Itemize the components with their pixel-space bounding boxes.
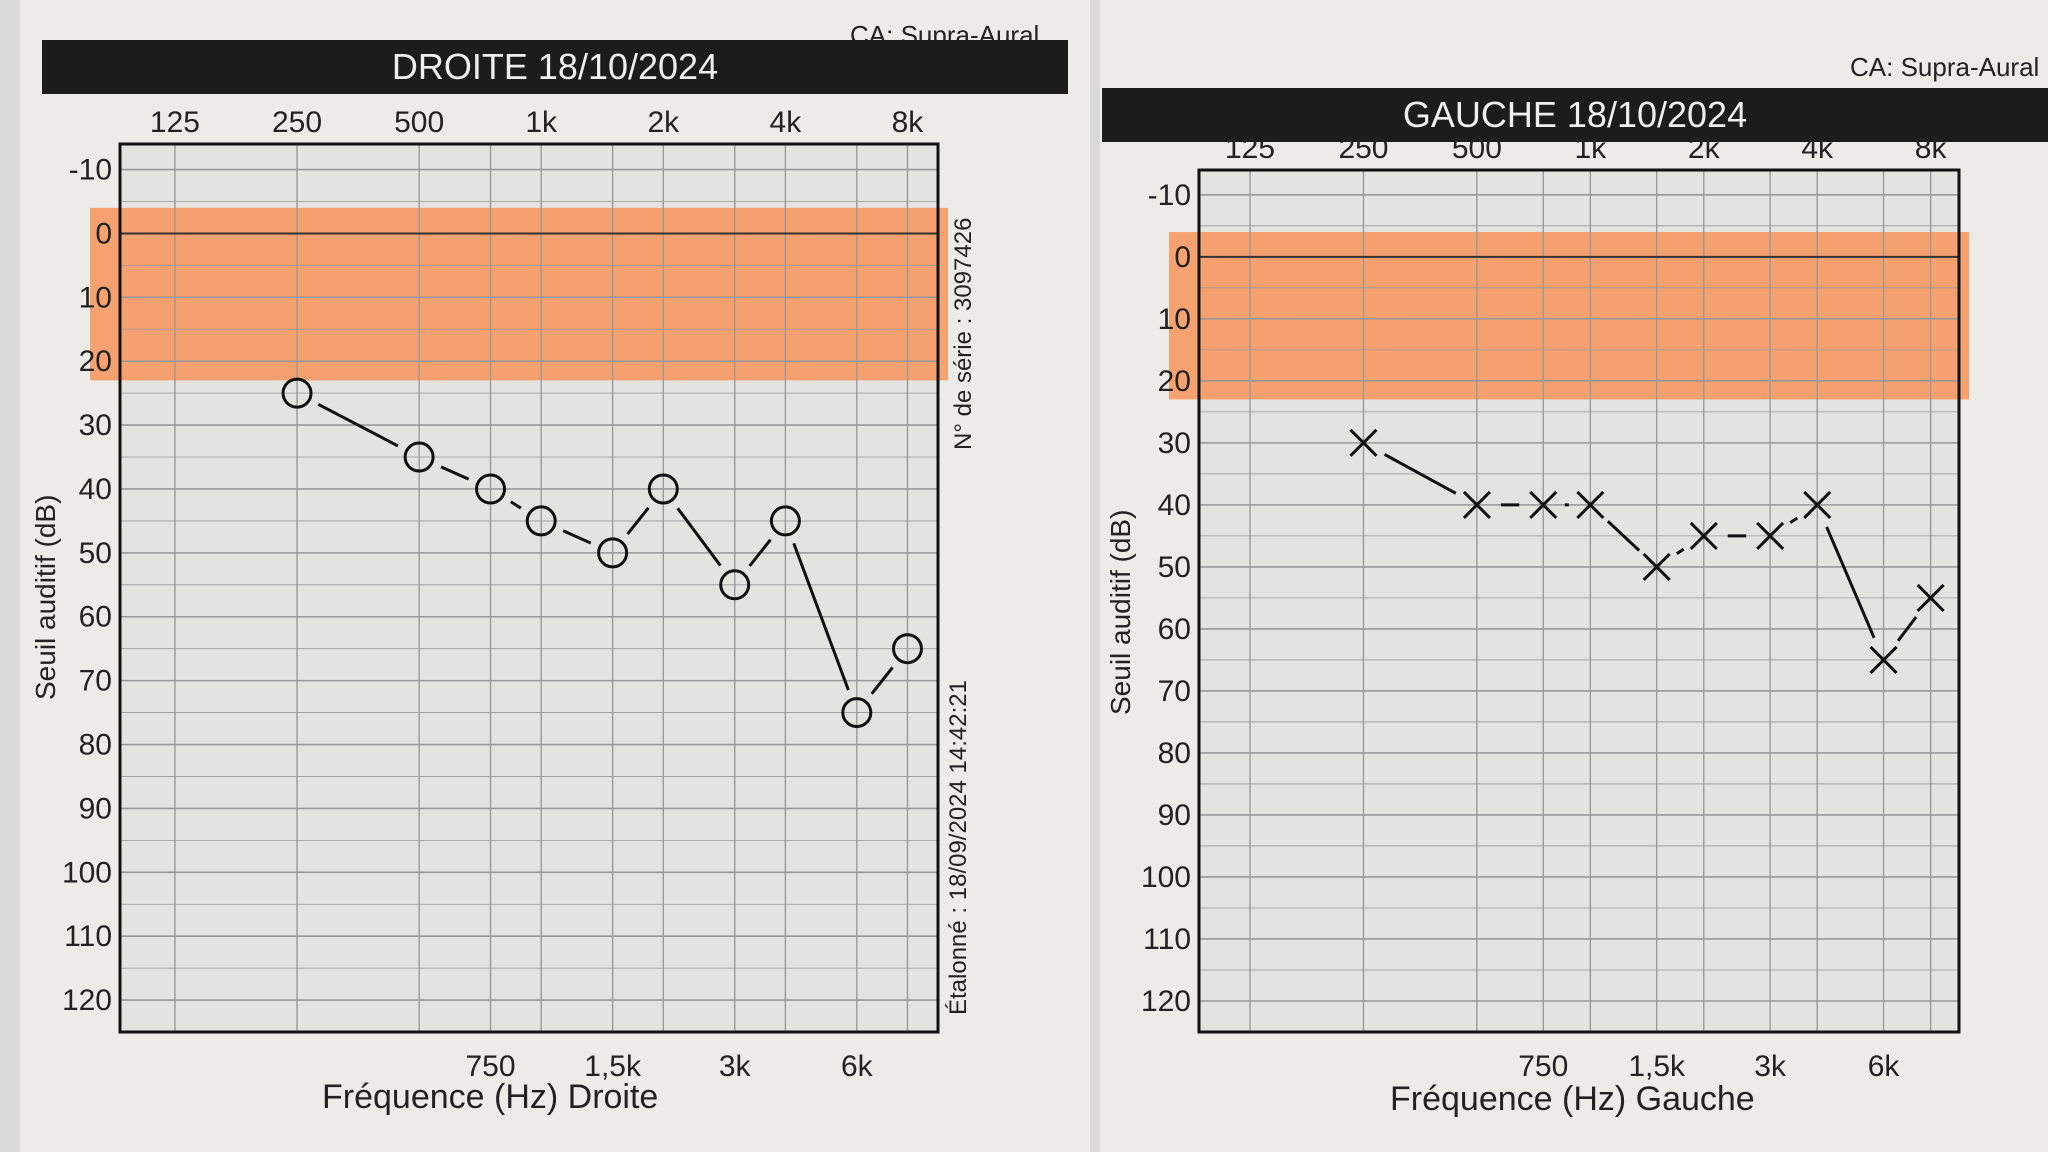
y-tick-label: 0 xyxy=(1174,241,1191,274)
y-tick-label: 120 xyxy=(1141,985,1191,1018)
series-segment xyxy=(510,500,522,510)
series-segment xyxy=(1383,453,1457,495)
y-tick-label: 70 xyxy=(1158,675,1191,708)
data-point-circle xyxy=(841,697,873,729)
y-tick-label: 80 xyxy=(1158,737,1191,770)
y-tick-label: 10 xyxy=(79,281,112,314)
data-point-circle xyxy=(475,473,507,505)
series-segment xyxy=(1675,547,1685,555)
x-bottom-tick-label: 3k xyxy=(719,1050,752,1083)
y-tick-label: 70 xyxy=(79,665,112,698)
y-tick-label: -10 xyxy=(69,154,112,187)
x-top-tick-label: 1k xyxy=(1574,132,1607,165)
series-segment xyxy=(676,507,722,567)
x-bottom-tick-label: 3k xyxy=(1754,1050,1787,1083)
y-tick-label: 40 xyxy=(79,473,112,506)
y-tick-label: 0 xyxy=(95,217,112,250)
y-tick-label: 100 xyxy=(1141,861,1191,894)
series-segment xyxy=(440,465,470,481)
series-segment xyxy=(1606,520,1641,552)
title-right: DROITE 18/10/2024 xyxy=(42,40,1068,94)
series-segment xyxy=(792,542,850,691)
x-top-tick-label: 500 xyxy=(1452,132,1502,165)
x-top-tick-label: 250 xyxy=(272,106,322,139)
data-point-cross xyxy=(1803,490,1832,519)
x-bottom-tick-label: 6k xyxy=(841,1050,874,1083)
y-tick-label: 40 xyxy=(1158,489,1191,522)
y-tick-label: 10 xyxy=(1158,303,1191,336)
data-point-circle xyxy=(403,441,435,473)
y-tick-label: 30 xyxy=(1158,427,1191,460)
x-top-tick-label: 125 xyxy=(1225,132,1275,165)
y-tick-label: 120 xyxy=(62,984,112,1017)
x-top-tick-label: 2k xyxy=(1688,132,1721,165)
x-bottom-tick-label: 6k xyxy=(1868,1050,1901,1083)
x-bottom-tick-label: 1,5k xyxy=(584,1050,642,1083)
data-point-circle xyxy=(597,537,629,569)
x-top-tick-label: 4k xyxy=(770,106,803,139)
y-tick-label: 20 xyxy=(79,345,112,378)
x-bottom-tick-label: 750 xyxy=(466,1050,516,1083)
data-point-cross xyxy=(1349,428,1378,457)
x-top-tick-label: 2k xyxy=(647,106,680,139)
data-point-cross xyxy=(1642,552,1671,581)
data-point-cross xyxy=(1869,645,1898,674)
data-point-circle xyxy=(281,377,313,409)
series-segment xyxy=(1825,526,1876,639)
series-segment xyxy=(317,402,399,448)
normal-hearing-band xyxy=(90,207,948,381)
series-segment xyxy=(1789,516,1798,524)
series-segment xyxy=(1896,616,1918,642)
x-top-tick-label: 8k xyxy=(1915,132,1948,165)
x-top-tick-label: 500 xyxy=(394,106,444,139)
data-point-circle xyxy=(891,633,923,665)
y-tick-label: 110 xyxy=(64,920,112,953)
data-point-circle xyxy=(719,569,751,601)
data-point-cross xyxy=(1462,490,1491,519)
x-top-tick-label: 250 xyxy=(1338,132,1388,165)
y-tick-label: 100 xyxy=(62,856,112,889)
series-segment xyxy=(626,506,650,535)
y-tick-label: 50 xyxy=(79,537,112,570)
plot-border xyxy=(1197,168,1961,1034)
data-point-cross xyxy=(1576,490,1605,519)
x-label-right: Fréquence (Hz) Droite xyxy=(322,1078,659,1116)
title-left: GAUCHE 18/10/2024 xyxy=(1102,88,2048,142)
y-tick-label: 90 xyxy=(1158,799,1191,832)
x-top-tick-label: 1k xyxy=(525,106,558,139)
data-point-cross xyxy=(1529,490,1558,519)
data-point-cross xyxy=(1689,521,1718,550)
series-segment xyxy=(748,538,772,567)
ca-label-left: CA: Supra-Aural xyxy=(1850,52,2040,82)
data-point-cross xyxy=(1756,521,1785,550)
data-point-cross xyxy=(1916,583,1945,612)
x-bottom-tick-label: 1,5k xyxy=(1628,1050,1686,1083)
data-point-circle xyxy=(525,505,557,537)
x-label-left: Fréquence (Hz) Gauche xyxy=(1390,1080,1755,1118)
y-tick-label: 30 xyxy=(79,409,112,442)
x-top-tick-label: 8k xyxy=(892,106,925,139)
data-point-circle xyxy=(647,473,679,505)
normal-hearing-band xyxy=(1169,232,1969,400)
y-tick-label: 90 xyxy=(79,792,112,825)
x-bottom-tick-label: 750 xyxy=(1518,1050,1568,1083)
data-point-circle xyxy=(769,505,801,537)
y-tick-label: 20 xyxy=(1158,365,1191,398)
y-tick-label: 80 xyxy=(79,729,112,762)
series-segment xyxy=(870,666,894,695)
series-segment xyxy=(562,529,592,545)
y-tick-label: -10 xyxy=(1148,179,1191,212)
plot-border xyxy=(118,142,940,1034)
y-tick-label: 50 xyxy=(1158,551,1191,584)
x-top-tick-label: 125 xyxy=(150,106,200,139)
y-tick-label: 60 xyxy=(79,601,112,634)
y-tick-label: 60 xyxy=(1158,613,1191,646)
x-top-tick-label: 4k xyxy=(1801,132,1834,165)
y-tick-label: 110 xyxy=(1143,923,1191,956)
